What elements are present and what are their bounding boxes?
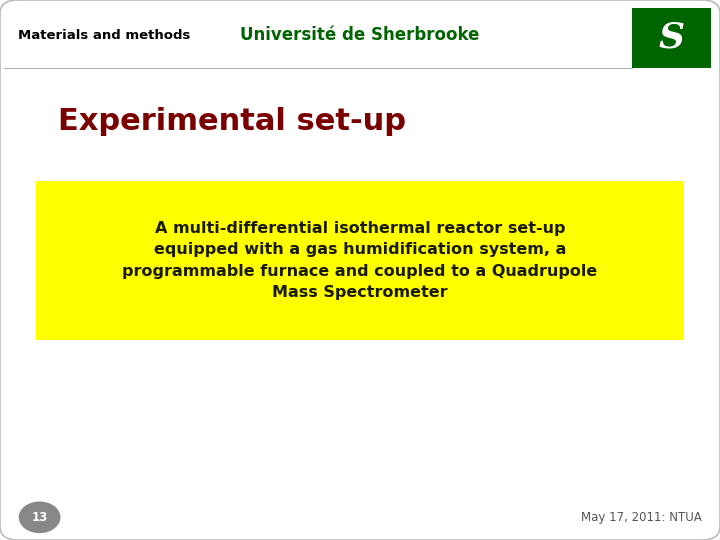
Text: A multi-differential isothermal reactor set-up
equipped with a gas humidificatio: A multi-differential isothermal reactor …	[122, 221, 598, 300]
Text: Experimental set-up: Experimental set-up	[58, 107, 405, 136]
Text: Materials and methods: Materials and methods	[18, 29, 190, 42]
Text: Université de Sherbrooke: Université de Sherbrooke	[240, 26, 480, 44]
FancyBboxPatch shape	[632, 8, 711, 68]
Circle shape	[19, 502, 60, 532]
Text: 13: 13	[32, 511, 48, 524]
FancyBboxPatch shape	[36, 181, 684, 340]
Text: S: S	[659, 21, 685, 55]
Text: May 17, 2011: NTUA: May 17, 2011: NTUA	[581, 511, 702, 524]
